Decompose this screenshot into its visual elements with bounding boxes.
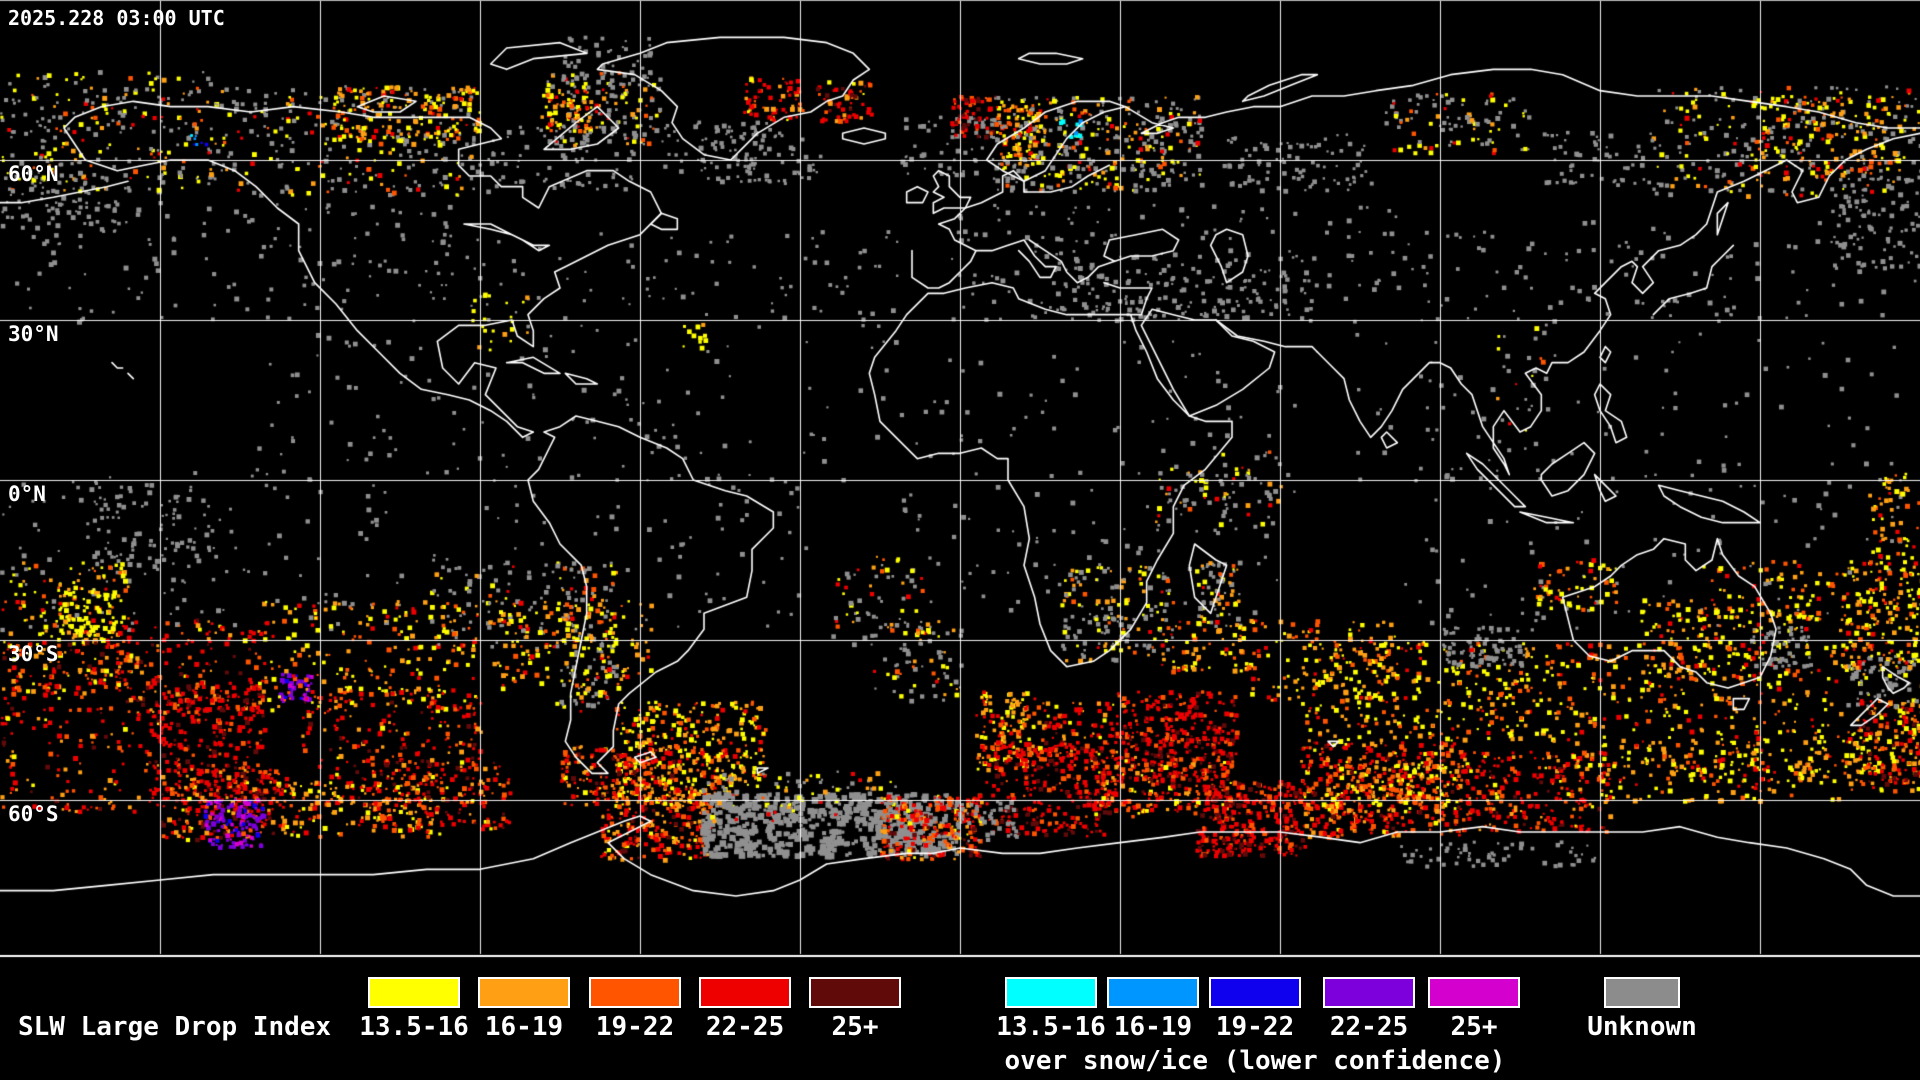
legend-swatch-snow-ice-2225 (1323, 977, 1415, 1008)
latitude-label: 60°S (8, 802, 59, 826)
legend-swatch-warm-13.516 (368, 977, 460, 1008)
legend-label-snow-ice: 25+ (1450, 1012, 1498, 1042)
legend-label-warm: 25+ (831, 1012, 879, 1042)
legend-swatch-snow-ice-1922 (1209, 977, 1301, 1008)
timestamp: 2025.228 03:00 UTC (8, 6, 225, 30)
legend-label-snow-ice: 22-25 (1329, 1012, 1409, 1042)
legend-label-warm: 13.5-16 (359, 1012, 469, 1042)
legend-label-warm: 22-25 (705, 1012, 785, 1042)
legend-swatch-warm-1922 (589, 977, 681, 1008)
legend-snow-ice-caption: over snow/ice (lower confidence) (1004, 1046, 1506, 1076)
latitude-label: 30°N (8, 322, 59, 346)
legend-swatch-warm-2225 (699, 977, 791, 1008)
legend-swatch-snow-ice-1619 (1107, 977, 1199, 1008)
legend-label-warm: 19-22 (595, 1012, 675, 1042)
legend-swatch-snow-ice-25+ (1428, 977, 1520, 1008)
legend-swatch-snow-ice-13.516 (1005, 977, 1097, 1008)
legend-label-warm: 16-19 (484, 1012, 564, 1042)
legend-swatch-warm-25+ (809, 977, 901, 1008)
legend-label-unknown: Unknown (1587, 1012, 1697, 1042)
legend-swatch-warm-1619 (478, 977, 570, 1008)
legend-label-snow-ice: 13.5-16 (996, 1012, 1106, 1042)
latitude-label: 60°N (8, 162, 59, 186)
legend-title: SLW Large Drop Index (18, 1012, 332, 1042)
legend-swatch-unknown-Unknown (1604, 977, 1680, 1008)
legend-label-snow-ice: 16-19 (1113, 1012, 1193, 1042)
legend-label-snow-ice: 19-22 (1215, 1012, 1295, 1042)
latitude-label: 30°S (8, 642, 59, 666)
world-map-canvas (0, 0, 1920, 958)
latitude-label: 0°N (8, 482, 46, 506)
